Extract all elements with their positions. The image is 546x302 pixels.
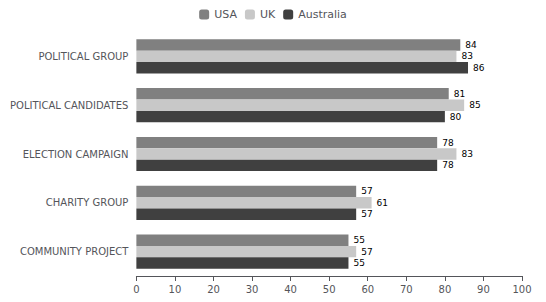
- svg-text:0: 0: [133, 284, 139, 295]
- svg-text:61: 61: [377, 198, 388, 208]
- svg-text:57: 57: [361, 186, 372, 196]
- svg-text:30: 30: [246, 284, 259, 295]
- svg-text:ELECTION CAMPAIGN: ELECTION CAMPAIGN: [23, 149, 129, 160]
- svg-text:80: 80: [439, 284, 452, 295]
- svg-text:UK: UK: [260, 8, 276, 21]
- svg-text:80: 80: [450, 112, 462, 122]
- svg-text:50: 50: [323, 284, 336, 295]
- svg-text:85: 85: [469, 100, 480, 110]
- svg-text:83: 83: [461, 149, 472, 159]
- svg-text:100: 100: [512, 284, 531, 295]
- svg-text:20: 20: [207, 284, 220, 295]
- svg-text:40: 40: [284, 284, 297, 295]
- svg-text:78: 78: [442, 138, 454, 148]
- svg-text:60: 60: [361, 284, 374, 295]
- svg-text:55: 55: [353, 235, 364, 245]
- svg-text:70: 70: [400, 284, 413, 295]
- svg-text:POLITICAL GROUP: POLITICAL GROUP: [38, 51, 128, 62]
- svg-text:USA: USA: [214, 8, 237, 21]
- svg-text:78: 78: [442, 160, 454, 170]
- svg-text:COMMUNITY PROJECT: COMMUNITY PROJECT: [20, 246, 129, 257]
- svg-text:Australia: Australia: [298, 8, 347, 21]
- svg-text:10: 10: [169, 284, 182, 295]
- svg-text:57: 57: [361, 247, 372, 257]
- svg-text:55: 55: [353, 258, 364, 268]
- svg-text:POLITICAL CANDIDATES: POLITICAL CANDIDATES: [10, 100, 128, 111]
- svg-text:90: 90: [477, 284, 490, 295]
- svg-text:84: 84: [465, 40, 477, 50]
- svg-text:CHARITY GROUP: CHARITY GROUP: [46, 197, 129, 208]
- svg-text:81: 81: [454, 89, 465, 99]
- svg-text:57: 57: [361, 209, 372, 219]
- svg-text:83: 83: [461, 51, 472, 61]
- svg-text:86: 86: [473, 63, 485, 73]
